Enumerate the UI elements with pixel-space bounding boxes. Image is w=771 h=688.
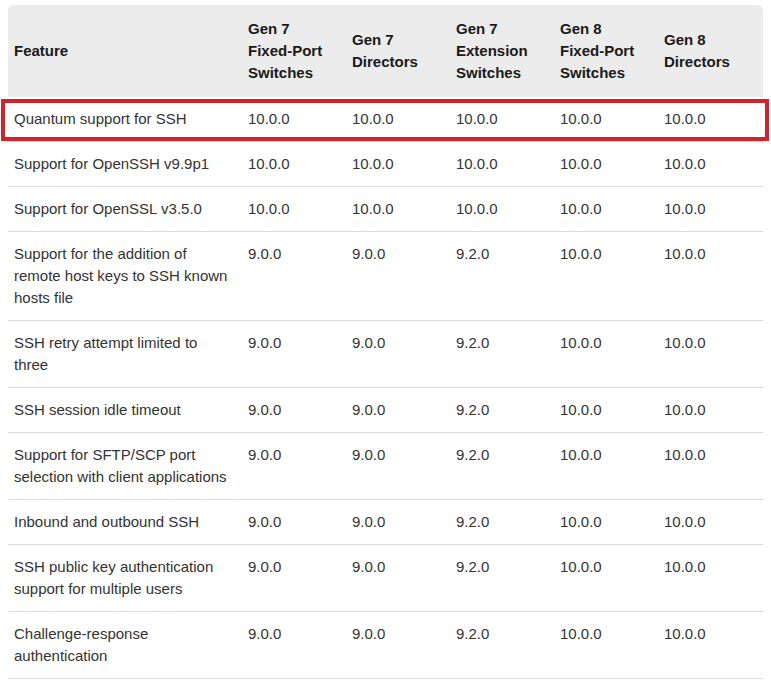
feature-support-table: Feature Gen 7 Fixed-Port Switches Gen 7 … — [8, 5, 763, 679]
table-body: Quantum support for SSH10.0.010.0.010.0.… — [8, 97, 763, 679]
table-row-highlighted: Quantum support for SSH10.0.010.0.010.0.… — [8, 97, 763, 142]
feature-cell: Quantum support for SSH — [8, 97, 248, 141]
value-cell: 9.0.0 — [352, 388, 456, 432]
value-cell: 9.0.0 — [248, 500, 352, 544]
value-cell: 9.2.0 — [456, 388, 560, 432]
value-cell: 10.0.0 — [352, 142, 456, 186]
table-header-row: Feature Gen 7 Fixed-Port Switches Gen 7 … — [8, 5, 763, 97]
column-header-gen7-fixed-port: Gen 7 Fixed-Port Switches — [248, 18, 352, 84]
value-cell: 9.0.0 — [352, 500, 456, 544]
value-cell: 9.2.0 — [456, 612, 560, 678]
feature-cell: Support for the addition of remote host … — [8, 232, 248, 320]
column-header-gen7-extension: Gen 7 Extension Switches — [456, 18, 560, 84]
feature-cell: Support for OpenSSL v3.5.0 — [8, 187, 248, 231]
value-cell: 10.0.0 — [248, 97, 352, 141]
value-cell: 10.0.0 — [560, 187, 664, 231]
value-cell: 10.0.0 — [664, 187, 763, 231]
value-cell: 9.0.0 — [352, 545, 456, 611]
table-row: Inbound and outbound SSH9.0.09.0.09.2.01… — [8, 500, 763, 545]
value-cell: 10.0.0 — [456, 187, 560, 231]
value-cell: 10.0.0 — [664, 545, 763, 611]
value-cell: 9.2.0 — [456, 232, 560, 320]
value-cell: 9.0.0 — [248, 612, 352, 678]
value-cell: 10.0.0 — [248, 187, 352, 231]
value-cell: 9.0.0 — [248, 433, 352, 499]
value-cell: 10.0.0 — [664, 500, 763, 544]
value-cell: 10.0.0 — [560, 97, 664, 141]
table-row: Challenge-response authentication9.0.09.… — [8, 612, 763, 679]
value-cell: 10.0.0 — [664, 388, 763, 432]
table-row: SSH session idle timeout9.0.09.0.09.2.01… — [8, 388, 763, 433]
column-header-feature: Feature — [8, 40, 248, 62]
value-cell: 10.0.0 — [664, 97, 763, 141]
value-cell: 10.0.0 — [560, 232, 664, 320]
value-cell: 10.0.0 — [664, 232, 763, 320]
value-cell: 10.0.0 — [352, 187, 456, 231]
value-cell: 10.0.0 — [560, 321, 664, 387]
value-cell: 10.0.0 — [560, 612, 664, 678]
value-cell: 9.0.0 — [248, 388, 352, 432]
feature-cell: Support for SFTP/SCP port selection with… — [8, 433, 248, 499]
column-header-gen8-fixed-port: Gen 8 Fixed-Port Switches — [560, 18, 664, 84]
value-cell: 9.0.0 — [352, 612, 456, 678]
value-cell: 9.0.0 — [352, 433, 456, 499]
page: Feature Gen 7 Fixed-Port Switches Gen 7 … — [0, 0, 771, 688]
table-row: Support for OpenSSL v3.5.010.0.010.0.010… — [8, 187, 763, 232]
feature-cell: Challenge-response authentication — [8, 612, 248, 678]
value-cell: 9.2.0 — [456, 500, 560, 544]
value-cell: 10.0.0 — [456, 97, 560, 141]
value-cell: 9.2.0 — [456, 321, 560, 387]
value-cell: 10.0.0 — [352, 97, 456, 141]
value-cell: 10.0.0 — [560, 142, 664, 186]
column-header-gen8-directors: Gen 8 Directors — [664, 29, 763, 73]
value-cell: 9.0.0 — [352, 232, 456, 320]
table-row: SSH retry attempt limited to three9.0.09… — [8, 321, 763, 388]
feature-cell: SSH session idle timeout — [8, 388, 248, 432]
value-cell: 10.0.0 — [560, 545, 664, 611]
value-cell: 9.2.0 — [456, 545, 560, 611]
value-cell: 10.0.0 — [560, 433, 664, 499]
value-cell: 10.0.0 — [456, 142, 560, 186]
value-cell: 10.0.0 — [248, 142, 352, 186]
value-cell: 10.0.0 — [664, 612, 763, 678]
value-cell: 10.0.0 — [664, 142, 763, 186]
table-row: Support for the addition of remote host … — [8, 232, 763, 321]
feature-cell: SSH retry attempt limited to three — [8, 321, 248, 387]
table-row: SSH public key authentication support fo… — [8, 545, 763, 612]
feature-cell: SSH public key authentication support fo… — [8, 545, 248, 611]
table-row: Support for SFTP/SCP port selection with… — [8, 433, 763, 500]
value-cell: 9.2.0 — [456, 433, 560, 499]
value-cell: 9.0.0 — [248, 321, 352, 387]
feature-cell: Inbound and outbound SSH — [8, 500, 248, 544]
value-cell: 10.0.0 — [664, 433, 763, 499]
value-cell: 9.0.0 — [248, 545, 352, 611]
feature-cell: Support for OpenSSH v9.9p1 — [8, 142, 248, 186]
value-cell: 10.0.0 — [560, 388, 664, 432]
value-cell: 9.0.0 — [248, 232, 352, 320]
value-cell: 10.0.0 — [560, 500, 664, 544]
value-cell: 9.0.0 — [352, 321, 456, 387]
column-header-gen7-directors: Gen 7 Directors — [352, 29, 456, 73]
table-row: Support for OpenSSH v9.9p110.0.010.0.010… — [8, 142, 763, 187]
value-cell: 10.0.0 — [664, 321, 763, 387]
